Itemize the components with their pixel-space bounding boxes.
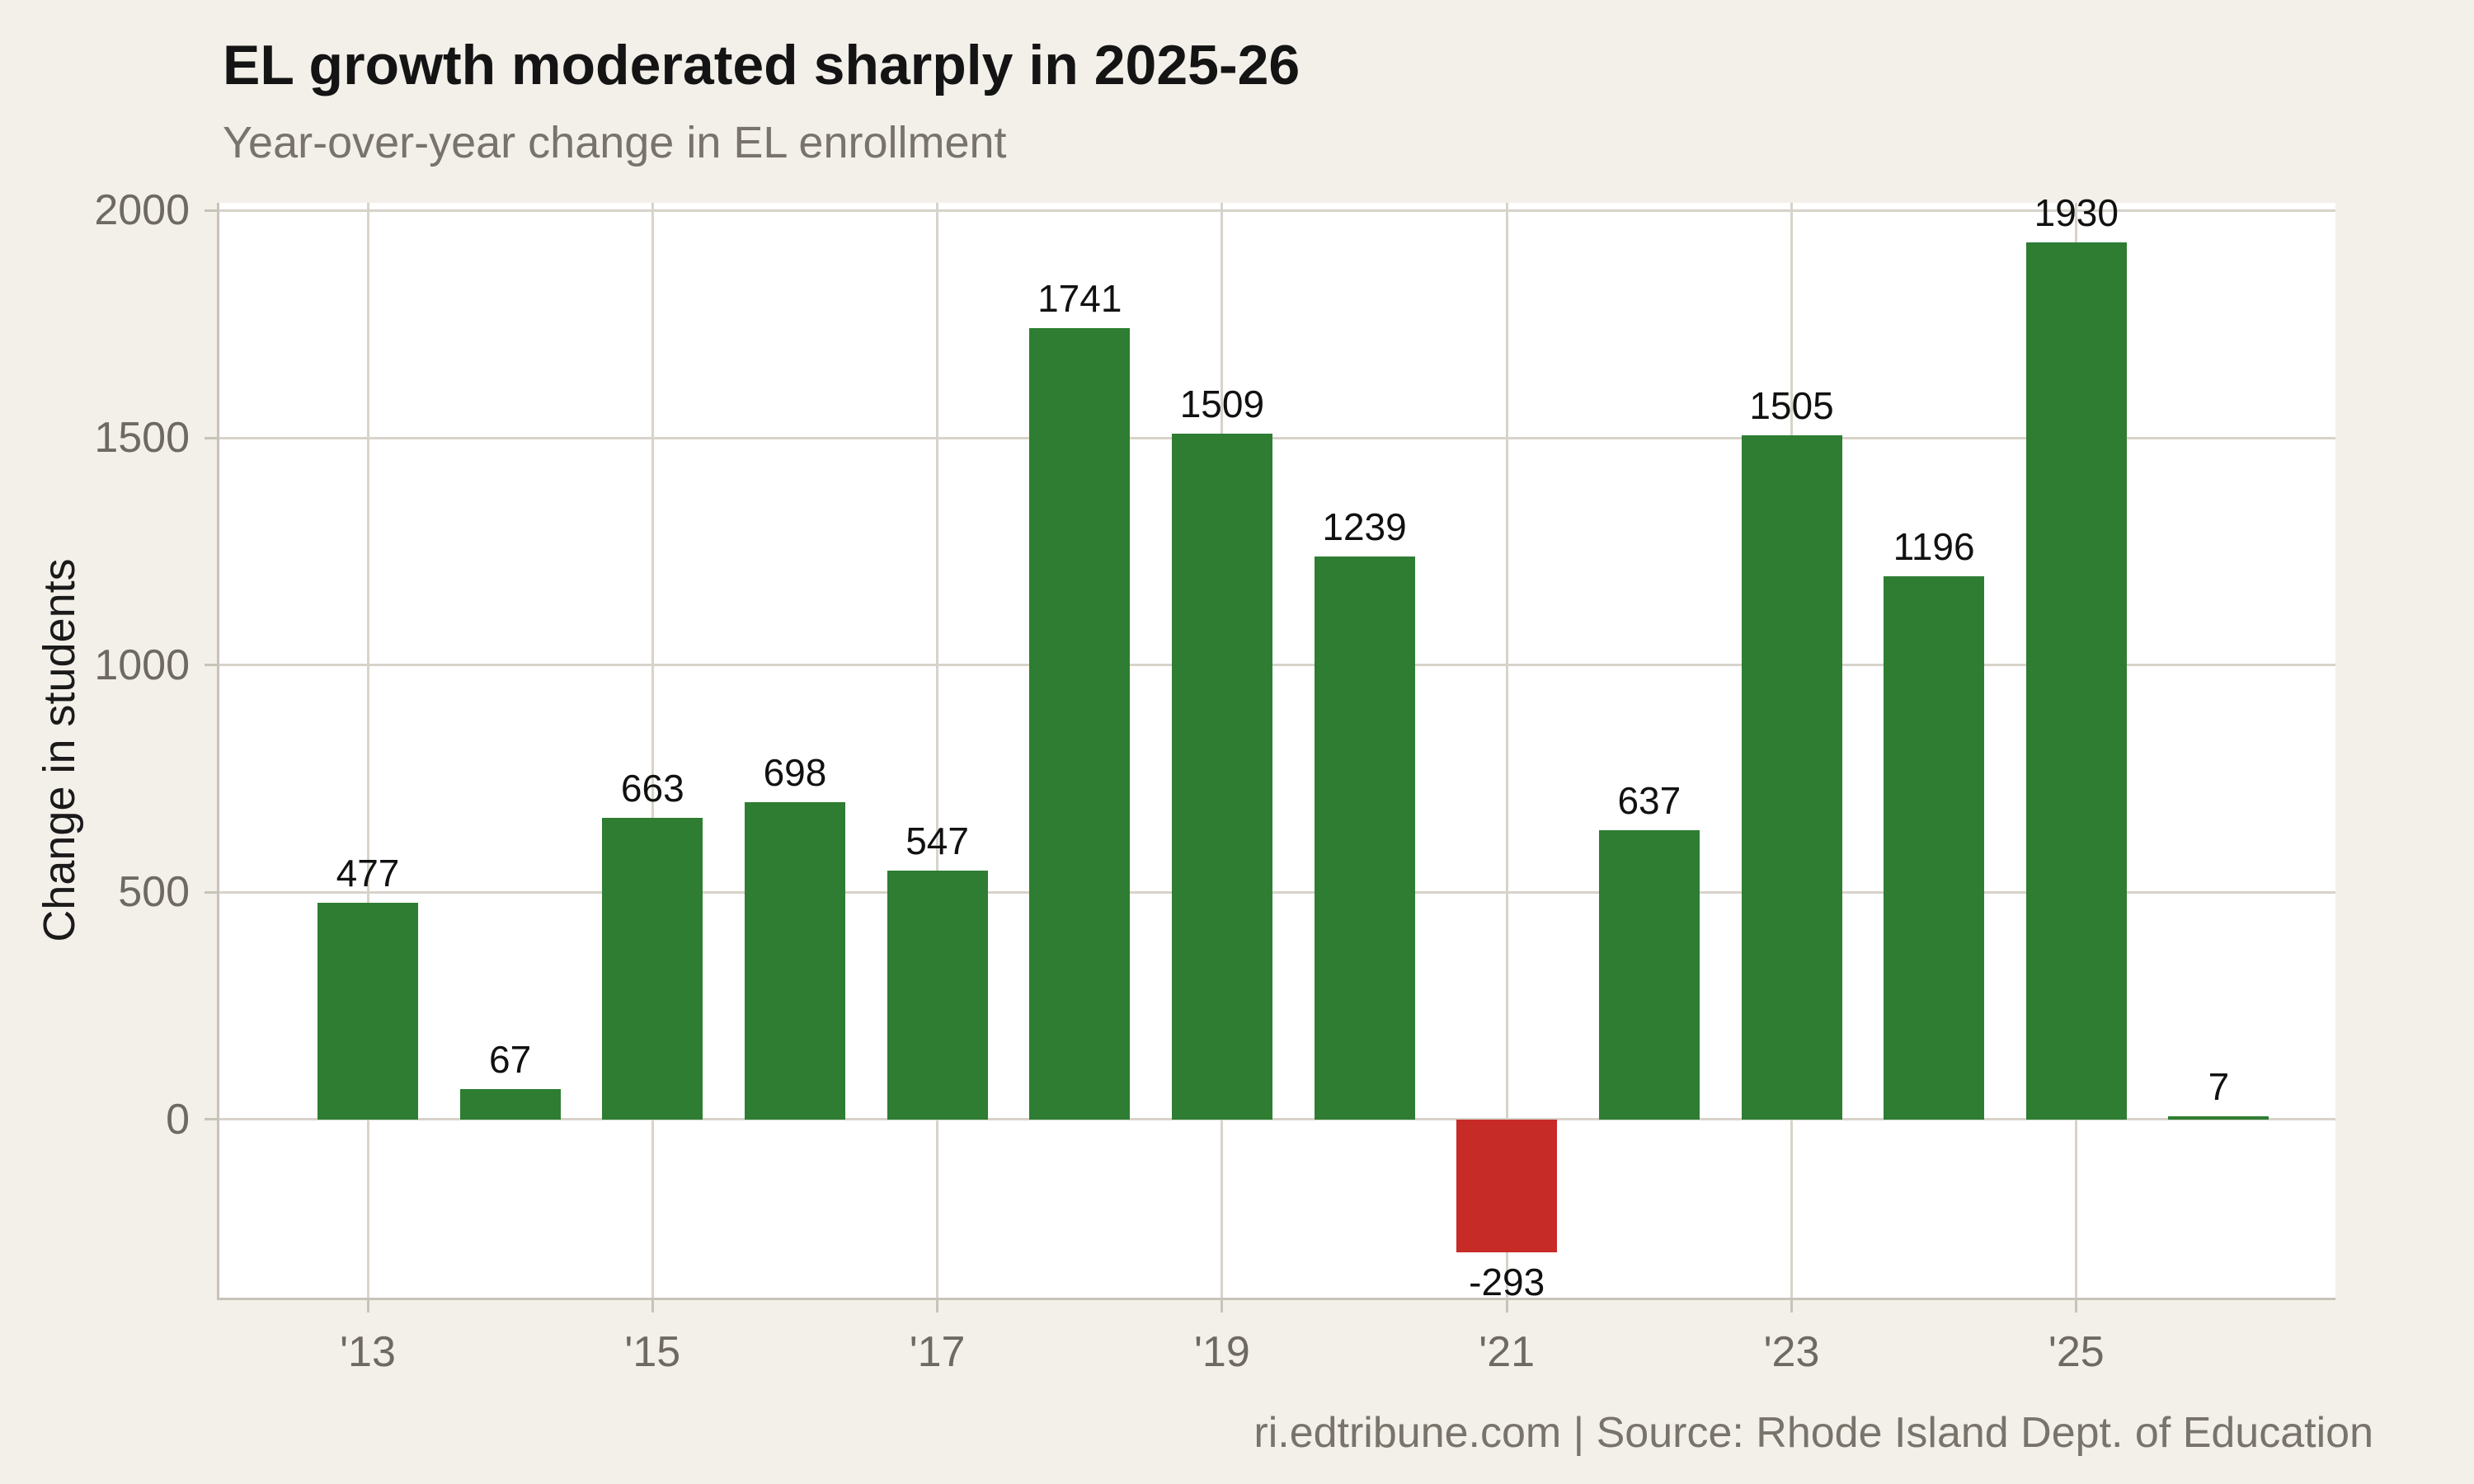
x-tick-mark-15 xyxy=(651,1298,654,1313)
x-tick-label-13: '13 xyxy=(340,1328,396,1376)
bar-23 xyxy=(1741,435,1842,1120)
bar-value-label-13: 477 xyxy=(336,851,400,895)
y-tick-label-2000: 2000 xyxy=(94,186,190,235)
bar-24 xyxy=(1884,575,1985,1120)
chart-subtitle: Year-over-year change in EL enrollment xyxy=(223,118,1007,167)
bar-13 xyxy=(317,902,418,1120)
bar-22 xyxy=(1598,829,1700,1120)
gridline-horizontal-2000 xyxy=(219,209,2335,212)
bar-18 xyxy=(1029,328,1131,1120)
bar-15 xyxy=(602,818,703,1120)
y-tick-mark-1500 xyxy=(205,436,219,439)
bar-value-label-19: 1509 xyxy=(1179,383,1265,426)
gridline-vertical-17 xyxy=(936,203,939,1298)
x-tick-mark-17 xyxy=(936,1298,939,1313)
bar-17 xyxy=(887,871,988,1120)
x-tick-label-17: '17 xyxy=(909,1328,966,1376)
gridline-vertical-15 xyxy=(651,203,654,1298)
gridline-horizontal-0 xyxy=(219,1118,2335,1121)
y-tick-label-500: 500 xyxy=(118,868,190,917)
bar-value-label-24: 1196 xyxy=(1893,524,1975,568)
x-tick-mark-25 xyxy=(2075,1298,2078,1313)
x-tick-mark-13 xyxy=(366,1298,369,1313)
bar-value-label-15: 663 xyxy=(620,767,684,810)
x-tick-mark-23 xyxy=(1790,1298,1793,1313)
x-tick-mark-21 xyxy=(1505,1298,1508,1313)
y-tick-label-1500: 1500 xyxy=(94,414,190,462)
bar-16 xyxy=(744,802,845,1120)
gridline-horizontal-1500 xyxy=(219,436,2335,439)
source-attribution: ri.edtribune.com | Source: Rhode Island … xyxy=(1253,1409,2373,1457)
plot-area: 477 67 663 698 547 1741 1509 1239 -293 637 1505 119… xyxy=(219,191,2335,1303)
chart-title: EL growth moderated sharply in 2025-26 xyxy=(223,34,1300,96)
bar-value-label-25: 1930 xyxy=(2034,190,2119,234)
bar-14 xyxy=(459,1088,561,1120)
bar-20 xyxy=(1314,556,1415,1120)
bar-value-label-16: 698 xyxy=(763,751,827,795)
x-tick-label-23: '23 xyxy=(1763,1328,1820,1376)
y-tick-mark-2000 xyxy=(205,209,219,212)
gridline-vertical-21 xyxy=(1505,203,1508,1298)
x-tick-mark-19 xyxy=(1221,1298,1224,1313)
bar-value-label-17: 547 xyxy=(905,819,969,863)
bar-value-label-21: -293 xyxy=(1469,1261,1545,1304)
y-tick-label-0: 0 xyxy=(166,1095,190,1144)
y-axis-line xyxy=(217,203,219,1300)
gridline-horizontal-1000 xyxy=(219,664,2335,667)
x-tick-label-21: '21 xyxy=(1479,1328,1536,1376)
x-tick-label-15: '15 xyxy=(624,1328,681,1376)
bar-value-label-23: 1505 xyxy=(1749,384,1834,428)
gridline-vertical-13 xyxy=(366,203,369,1298)
x-axis-line xyxy=(217,1298,2335,1300)
bar-26 xyxy=(2168,1116,2269,1120)
gridline-horizontal-500 xyxy=(219,890,2335,894)
x-tick-label-19: '19 xyxy=(1194,1328,1250,1376)
y-tick-mark-0 xyxy=(205,1118,219,1121)
x-tick-label-25: '25 xyxy=(2048,1328,2105,1376)
bar-19 xyxy=(1171,434,1272,1120)
y-tick-mark-500 xyxy=(205,890,219,894)
bar-value-label-14: 67 xyxy=(489,1037,532,1081)
bar-value-label-26: 7 xyxy=(2208,1065,2230,1109)
bar-value-label-22: 637 xyxy=(1617,778,1681,822)
bar-value-label-20: 1239 xyxy=(1322,505,1407,548)
bar-25 xyxy=(2025,242,2127,1120)
y-tick-mark-1000 xyxy=(205,664,219,667)
bar-21 xyxy=(1456,1119,1558,1253)
bar-value-label-18: 1741 xyxy=(1037,277,1122,321)
y-tick-label-1000: 1000 xyxy=(94,641,190,689)
